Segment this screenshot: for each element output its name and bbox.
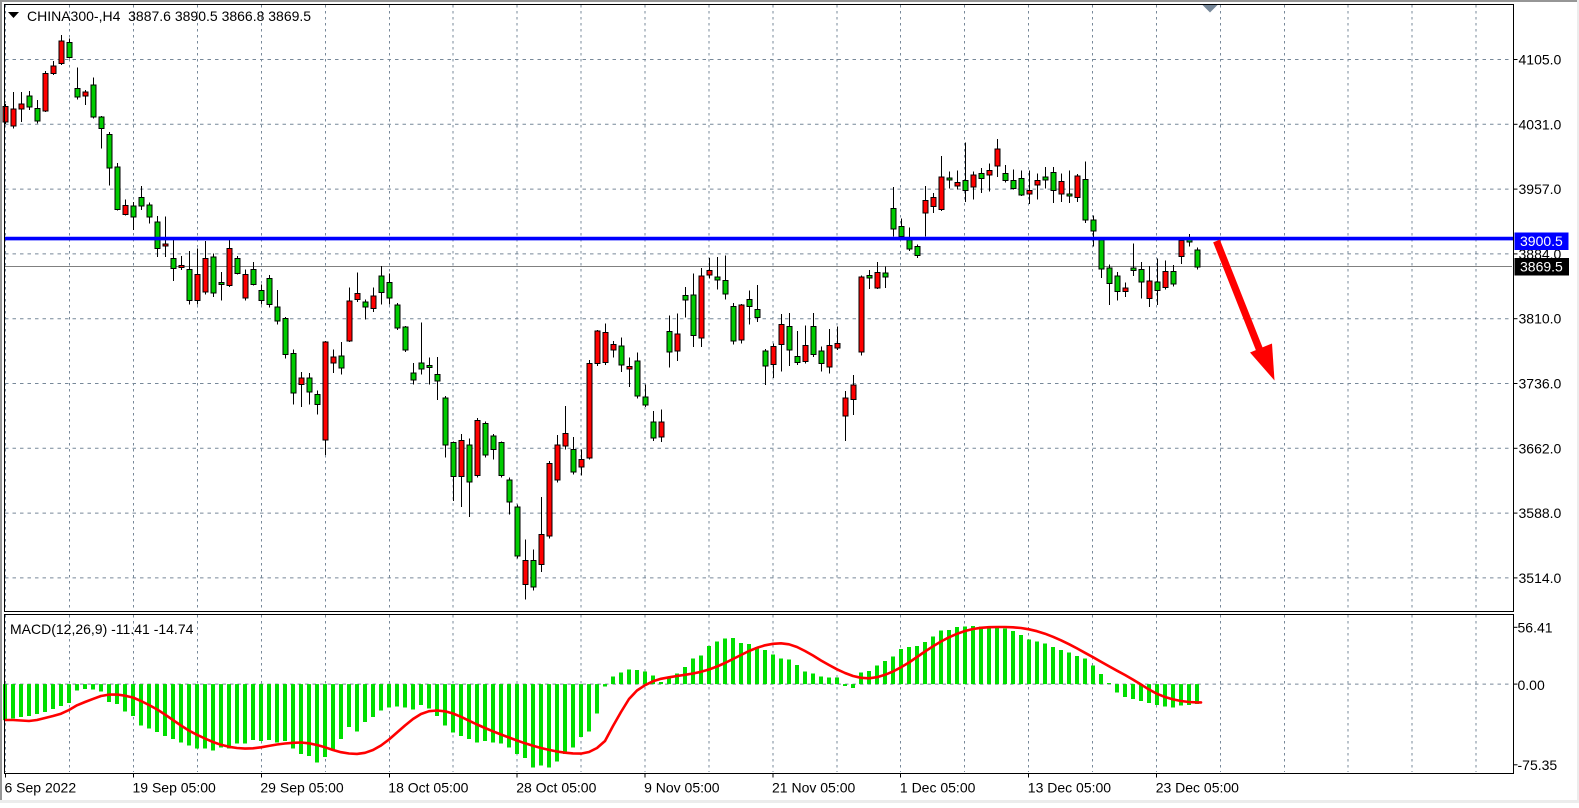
svg-text:0.00: 0.00 <box>1518 677 1545 693</box>
svg-text:3810.0: 3810.0 <box>1519 311 1562 327</box>
svg-text:56.41: 56.41 <box>1518 619 1553 635</box>
svg-text:MACD(12,26,9) -11.41 -14.74: MACD(12,26,9) -11.41 -14.74 <box>10 621 194 637</box>
svg-text:29 Sep 05:00: 29 Sep 05:00 <box>260 780 344 796</box>
svg-text:28 Oct 05:00: 28 Oct 05:00 <box>516 780 596 796</box>
svg-text:3662.0: 3662.0 <box>1519 440 1562 456</box>
svg-text:19 Sep 05:00: 19 Sep 05:00 <box>133 780 217 796</box>
svg-text:3957.0: 3957.0 <box>1519 181 1562 197</box>
svg-text:3900.5: 3900.5 <box>1520 233 1563 249</box>
svg-text:4031.0: 4031.0 <box>1519 116 1562 132</box>
svg-text:21 Nov 05:00: 21 Nov 05:00 <box>772 780 855 796</box>
svg-text:-75.35: -75.35 <box>1518 757 1558 773</box>
svg-text:3514.0: 3514.0 <box>1519 570 1562 586</box>
svg-text:1 Dec 05:00: 1 Dec 05:00 <box>900 780 976 796</box>
svg-text:CHINA300-,H4 3887.6 3890.5 38: CHINA300-,H4 3887.6 3890.5 3866.8 3869.5 <box>27 8 311 24</box>
svg-text:18 Oct 05:00: 18 Oct 05:00 <box>388 780 468 796</box>
svg-text:13 Dec 05:00: 13 Dec 05:00 <box>1028 780 1111 796</box>
svg-text:6 Sep 2022: 6 Sep 2022 <box>5 780 77 796</box>
svg-text:9 Nov 05:00: 9 Nov 05:00 <box>644 780 720 796</box>
svg-text:4105.0: 4105.0 <box>1519 52 1562 68</box>
svg-text:3736.0: 3736.0 <box>1519 376 1562 392</box>
svg-text:3869.5: 3869.5 <box>1520 259 1563 275</box>
svg-text:23 Dec 05:00: 23 Dec 05:00 <box>1156 780 1239 796</box>
svg-text:3588.0: 3588.0 <box>1519 505 1562 521</box>
